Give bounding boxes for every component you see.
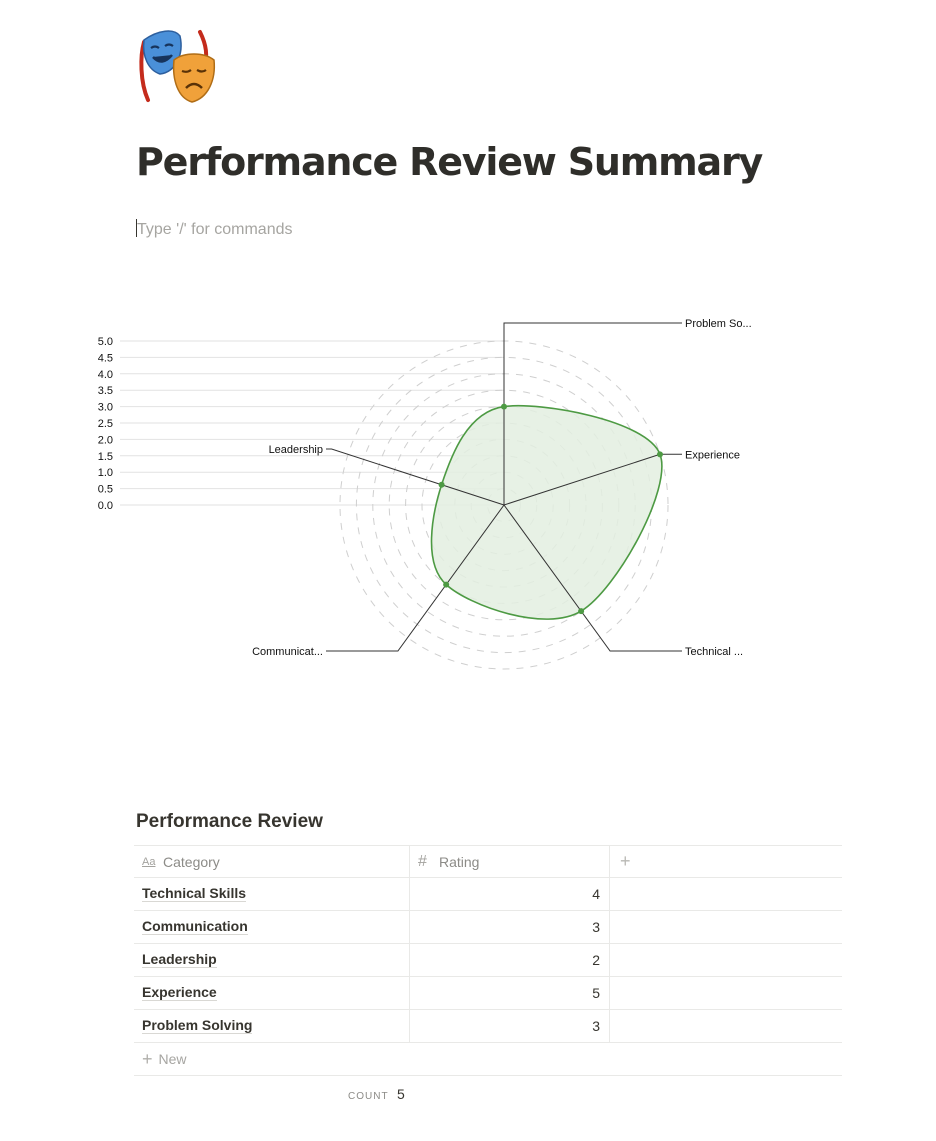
y-tick-label: 0.0	[98, 500, 113, 512]
category-name[interactable]: Problem Solving	[142, 1017, 253, 1034]
category-cell[interactable]: Experience	[134, 977, 410, 1009]
rating-value: 4	[592, 886, 600, 902]
table-row[interactable]: Technical Skills 4	[134, 878, 842, 911]
radar-data-point	[443, 581, 450, 588]
rating-value: 3	[592, 1018, 600, 1034]
database-table: Aa Category # Rating + Technical Skills 4…	[134, 845, 842, 1076]
rating-cell[interactable]: 3	[410, 911, 610, 943]
rating-cell[interactable]: 4	[410, 878, 610, 910]
y-tick-label: 2.0	[98, 434, 113, 446]
table-row[interactable]: Communication 3	[134, 911, 842, 944]
plus-icon: +	[142, 1048, 153, 1069]
count-label: COUNT	[348, 1091, 389, 1102]
page-title[interactable]: Performance Review Summary	[136, 140, 763, 184]
empty-cell[interactable]	[610, 878, 842, 910]
radar-chart: 5.0 4.5 4.0 3.5 3.0 2.5 2.0 1.5 1.0 0.5 0.0 Problem…	[98, 318, 752, 670]
axis-leader-line	[503, 322, 682, 505]
column-label: Rating	[439, 853, 480, 870]
column-header-category[interactable]: Aa Category	[134, 846, 410, 877]
radar-series-area	[430, 405, 663, 620]
count-summary[interactable]: COUNT 5	[348, 1086, 405, 1104]
table-row[interactable]: Experience 5	[134, 977, 842, 1010]
number-property-icon: #	[418, 852, 427, 870]
category-cell[interactable]: Problem Solving	[134, 1010, 410, 1042]
y-tick-label: 3.0	[98, 402, 113, 414]
plus-icon: +	[620, 851, 631, 871]
text-caret	[136, 219, 137, 237]
category-name[interactable]: Communication	[142, 918, 248, 935]
axis-category-label: Problem So...	[685, 318, 752, 330]
rating-cell[interactable]: 5	[410, 977, 610, 1009]
y-tick-label: 0.5	[98, 484, 113, 496]
radar-data-point	[656, 451, 663, 458]
axis-category-label: Experience	[685, 449, 740, 461]
column-label: Category	[163, 853, 220, 870]
radar-data-point	[501, 403, 507, 410]
placeholder-text: Type '/' for commands	[137, 221, 293, 238]
category-name[interactable]: Leadership	[142, 951, 217, 968]
y-tick-label: 2.5	[98, 418, 113, 430]
axis-leader-line	[503, 504, 682, 652]
y-tick-label: 1.0	[98, 467, 113, 479]
y-tick-label: 4.0	[98, 369, 113, 381]
empty-cell[interactable]	[610, 1010, 842, 1042]
y-tick-label: 4.5	[98, 352, 113, 364]
y-tick-label: 5.0	[98, 336, 113, 348]
category-name[interactable]: Experience	[142, 984, 217, 1001]
empty-cell[interactable]	[610, 911, 842, 943]
axis-leader-line	[326, 448, 505, 506]
rating-cell[interactable]: 2	[410, 944, 610, 976]
category-cell[interactable]: Communication	[134, 911, 410, 943]
rating-value: 2	[592, 952, 600, 968]
empty-cell[interactable]	[610, 944, 842, 976]
column-header-rating[interactable]: # Rating	[410, 846, 610, 877]
theater-masks-icon[interactable]	[134, 26, 220, 106]
category-name[interactable]: Technical Skills	[142, 885, 247, 902]
table-row[interactable]: Problem Solving 3	[134, 1010, 842, 1043]
axis-category-label: Leadership	[269, 444, 323, 456]
table-row[interactable]: Leadership 2	[134, 944, 842, 977]
radar-data-point	[438, 481, 445, 488]
table-header-row: Aa Category # Rating +	[134, 845, 842, 878]
add-column-button[interactable]: +	[610, 846, 842, 877]
database-title[interactable]: Performance Review	[136, 811, 323, 832]
axis-leader-line	[326, 504, 505, 652]
axis-category-label: Technical ...	[685, 646, 743, 658]
rating-value: 5	[592, 985, 600, 1001]
rating-value: 3	[592, 919, 600, 935]
new-row-label: New	[158, 1051, 187, 1067]
empty-cell[interactable]	[610, 977, 842, 1009]
category-cell[interactable]: Leadership	[134, 944, 410, 976]
text-property-icon: Aa	[142, 855, 156, 868]
y-tick-label: 1.5	[98, 451, 113, 463]
radar-data-point	[578, 608, 585, 615]
new-row-button[interactable]: + New	[134, 1043, 842, 1076]
empty-block-placeholder[interactable]: Type '/' for commands	[136, 219, 293, 241]
axis-category-label: Communicat...	[252, 646, 323, 658]
rating-cell[interactable]: 3	[410, 1010, 610, 1042]
count-value: 5	[397, 1086, 405, 1102]
y-tick-label: 3.5	[98, 385, 113, 397]
category-cell[interactable]: Technical Skills	[134, 878, 410, 910]
